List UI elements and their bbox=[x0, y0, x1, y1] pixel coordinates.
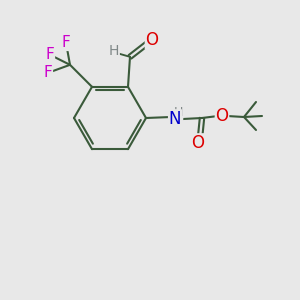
Text: N: N bbox=[169, 110, 181, 128]
Text: H: H bbox=[173, 106, 183, 119]
Text: H: H bbox=[109, 44, 119, 58]
Text: O: O bbox=[191, 134, 205, 152]
Text: F: F bbox=[61, 35, 70, 50]
Text: F: F bbox=[44, 65, 52, 80]
Text: O: O bbox=[146, 31, 158, 49]
Text: F: F bbox=[46, 47, 54, 62]
Text: O: O bbox=[215, 107, 229, 125]
